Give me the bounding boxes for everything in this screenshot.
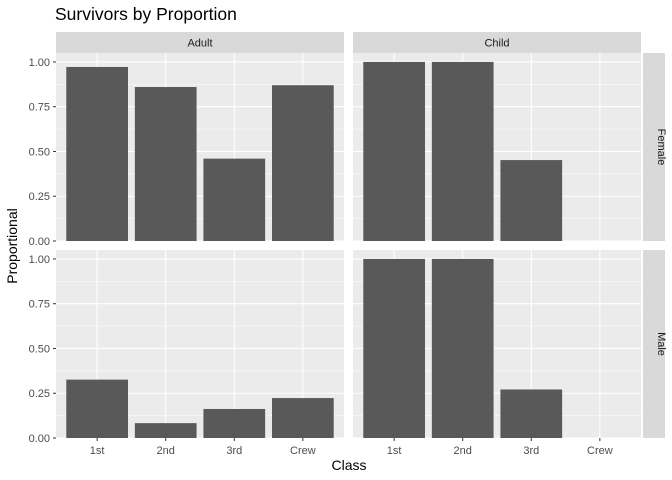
bar-male-adult-crew bbox=[272, 398, 334, 438]
x-tick-label: 2nd bbox=[454, 445, 472, 457]
x-tick-label: Crew bbox=[290, 445, 316, 457]
x-tick-label: 1st bbox=[387, 445, 402, 457]
strip-background bbox=[56, 32, 344, 53]
x-axis-title: Class bbox=[331, 457, 366, 473]
bar-female-adult-1st bbox=[66, 66, 128, 241]
panel-female-child bbox=[353, 53, 641, 242]
bar-female-child-2nd bbox=[431, 61, 494, 242]
axes: 0.00 0.25 0.50 0.75 1.00 0.00 0.25 0.50 0.75 1.00… bbox=[29, 57, 613, 457]
strip-background bbox=[643, 250, 665, 438]
y-tick-label: 0.00 bbox=[29, 236, 50, 248]
y-tick-label: 0.00 bbox=[29, 433, 50, 445]
panel-male-child bbox=[353, 250, 641, 439]
x-tick-label: 3rd bbox=[226, 445, 242, 457]
y-tick-label: 0.25 bbox=[29, 388, 50, 400]
facet-panels bbox=[56, 53, 641, 439]
x-tick-label: 1st bbox=[90, 445, 105, 457]
x-tick-label: 3rd bbox=[523, 445, 539, 457]
y-tick-label: 0.75 bbox=[29, 102, 50, 114]
strip-background bbox=[353, 32, 641, 53]
y-tick-label: 0.50 bbox=[29, 343, 50, 355]
facet-strips: Adult Child Female Male bbox=[56, 32, 667, 438]
bar-female-child-3rd bbox=[500, 160, 563, 241]
bar-male-adult-2nd bbox=[134, 423, 197, 438]
x-tick-label: Crew bbox=[587, 445, 613, 457]
bar-male-child-2nd bbox=[431, 258, 494, 438]
y-tick-label: 0.25 bbox=[29, 191, 50, 203]
strip-label-female: Female bbox=[655, 129, 667, 166]
bar-male-adult-1st bbox=[66, 379, 128, 438]
bar-male-child-1st bbox=[363, 258, 425, 438]
bar-female-adult-3rd bbox=[203, 158, 266, 241]
bar-female-adult-crew bbox=[272, 85, 334, 241]
bar-male-adult-3rd bbox=[203, 408, 266, 438]
strip-label-adult: Adult bbox=[187, 38, 212, 50]
y-tick-label: 1.00 bbox=[29, 57, 50, 69]
strip-label-male: Male bbox=[655, 332, 667, 356]
y-tick-label: 0.50 bbox=[29, 146, 50, 158]
x-tick-label: 2nd bbox=[157, 445, 175, 457]
y-tick-label: 1.00 bbox=[29, 254, 50, 266]
bar-male-child-3rd bbox=[500, 389, 563, 438]
chart-title: Survivors by Proportion bbox=[55, 4, 237, 24]
strip-label-child: Child bbox=[484, 38, 509, 50]
bar-female-child-1st bbox=[363, 61, 425, 242]
y-tick-label: 0.75 bbox=[29, 299, 50, 311]
y-axis-title: Proportional bbox=[4, 208, 20, 284]
strip-background bbox=[643, 53, 665, 241]
panel-female-adult bbox=[56, 53, 344, 242]
bar-female-adult-2nd bbox=[134, 87, 197, 242]
panel-male-adult bbox=[56, 250, 344, 439]
